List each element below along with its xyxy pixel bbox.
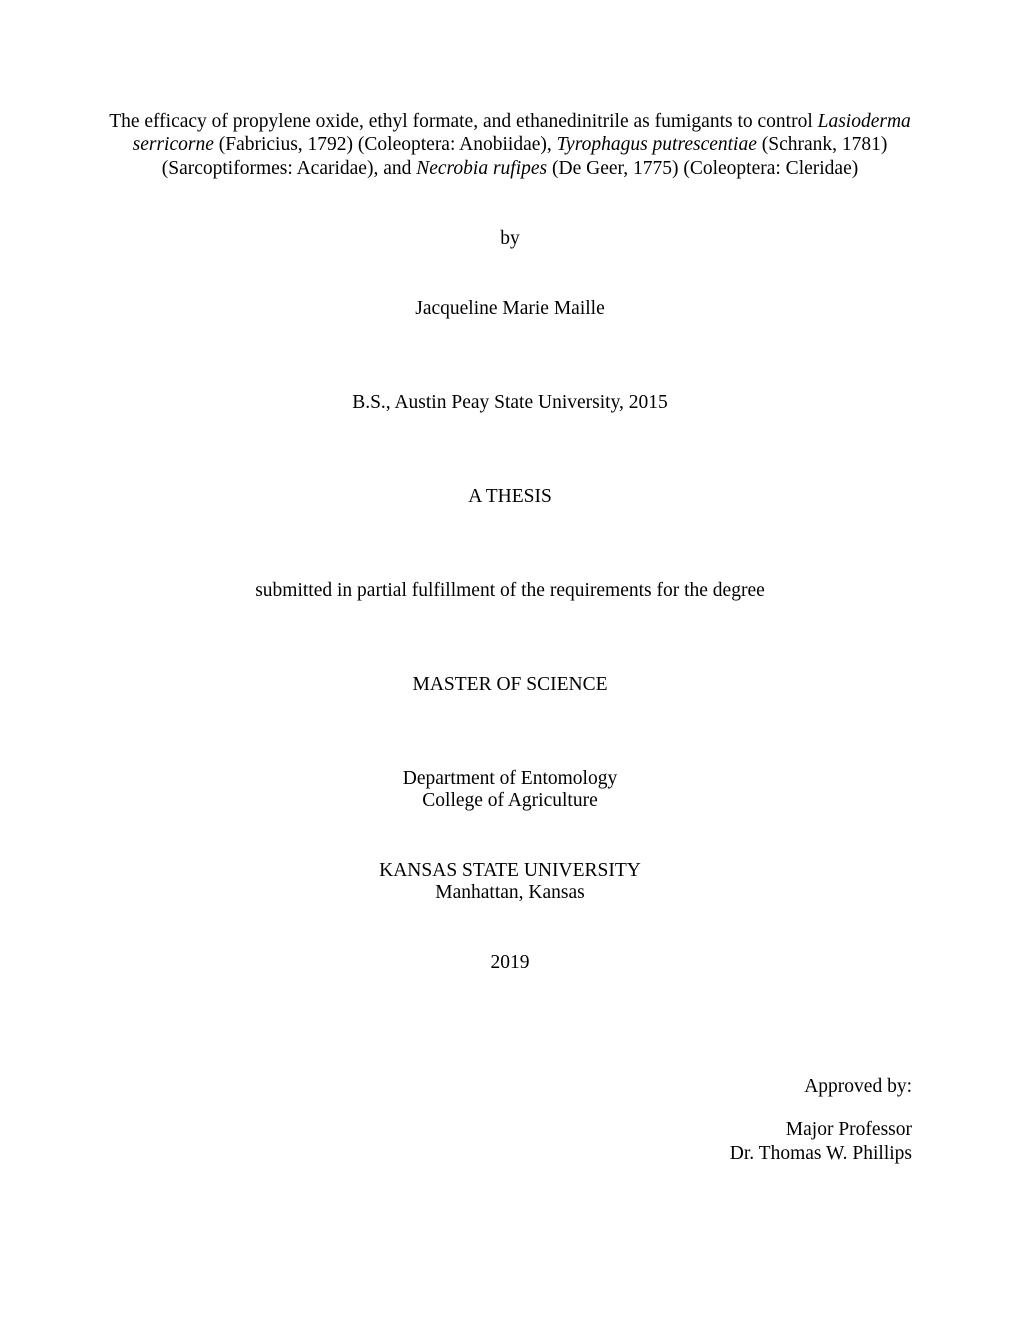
species-3-suffix: (De Geer, 1775) (Coleoptera: Cleridae) bbox=[547, 158, 858, 179]
approval-block: Approved by: Major Professor Dr. Thomas … bbox=[730, 1075, 912, 1165]
prior-degree: B.S., Austin Peay State University, 2015 bbox=[108, 392, 912, 414]
spacer bbox=[108, 508, 912, 580]
fulfillment-text: submitted in partial fulfillment of the … bbox=[108, 580, 912, 602]
spacer bbox=[108, 250, 912, 298]
university-name: KANSAS STATE UNIVERSITY bbox=[108, 860, 912, 882]
advisor-role: Major Professor bbox=[730, 1118, 912, 1141]
advisor-name: Dr. Thomas W. Phillips bbox=[730, 1142, 912, 1165]
spacer bbox=[108, 180, 912, 228]
spacer bbox=[730, 1098, 912, 1118]
thesis-title: The efficacy of propylene oxide, ethyl f… bbox=[108, 110, 912, 180]
department-name: Department of Entomology bbox=[108, 768, 912, 790]
title-line1: The efficacy of propylene oxide, ethyl f… bbox=[109, 111, 813, 132]
spacer bbox=[108, 812, 912, 860]
spacer bbox=[108, 414, 912, 486]
species-3: Necrobia rufipes bbox=[416, 158, 547, 179]
spacer bbox=[108, 320, 912, 392]
author-name: Jacqueline Marie Maille bbox=[108, 298, 912, 320]
species-2: Tyrophagus putrescentiae bbox=[557, 134, 757, 155]
degree-name: MASTER OF SCIENCE bbox=[108, 674, 912, 696]
approved-by-label: Approved by: bbox=[730, 1075, 912, 1098]
college-name: College of Agriculture bbox=[108, 790, 912, 812]
spacer bbox=[108, 904, 912, 952]
spacer bbox=[108, 696, 912, 768]
by-label: by bbox=[108, 228, 912, 250]
city-name: Manhattan, Kansas bbox=[108, 882, 912, 904]
species-1-suffix: (Fabricius, 1792) (Coleoptera: Anobiidae… bbox=[214, 134, 557, 155]
year: 2019 bbox=[108, 952, 912, 974]
spacer bbox=[108, 602, 912, 674]
thesis-label: A THESIS bbox=[108, 486, 912, 508]
